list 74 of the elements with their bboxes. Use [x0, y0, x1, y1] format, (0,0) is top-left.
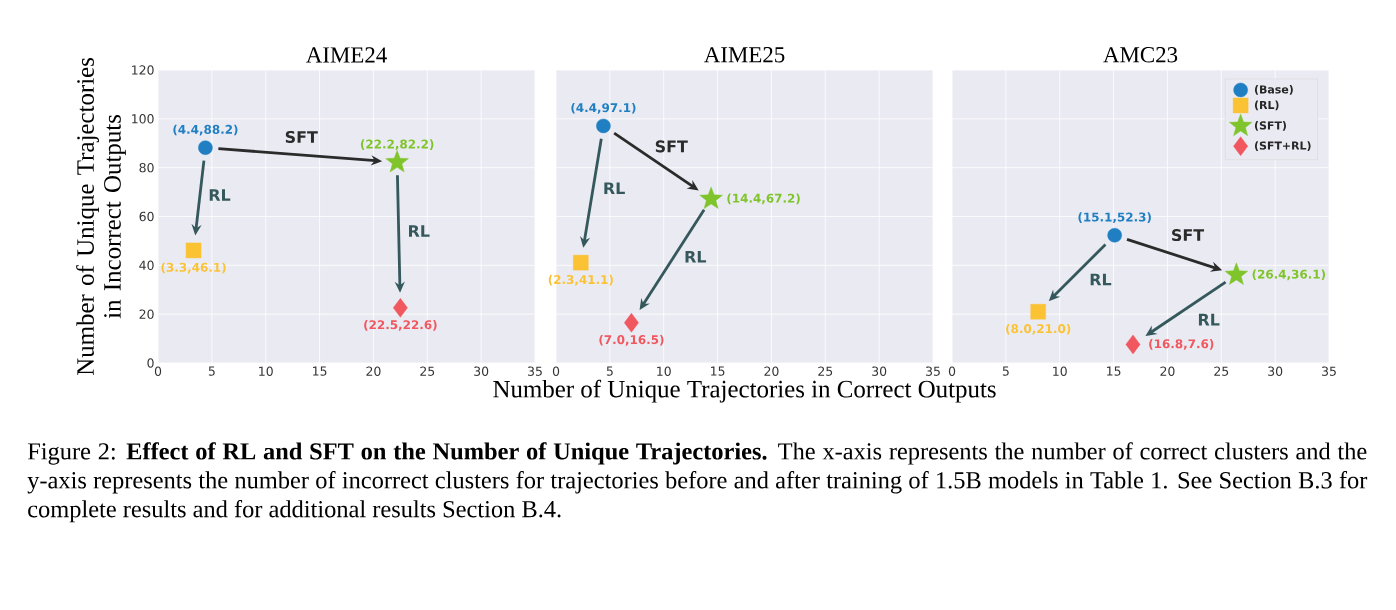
data-label: (22.5,22.6): [364, 320, 437, 331]
data-label: (4.4,88.2): [173, 124, 238, 136]
annotation: SFT: [285, 130, 318, 143]
y-axis-title: Number of Unique Trajectories in Incorrect Outputs: [76, 58, 126, 376]
x-tick-label: 10: [1053, 366, 1067, 376]
legend-label: (Base): [1254, 85, 1293, 95]
annotation: SFT: [655, 140, 688, 153]
x-tick-label: 30: [474, 366, 489, 376]
point: [1030, 304, 1046, 320]
annotation: RL: [685, 250, 707, 263]
x-tick-label: 25: [1214, 366, 1229, 376]
x-tick-label: 0: [154, 366, 162, 376]
annotation: RL: [1198, 313, 1220, 326]
x-tick-label: 35: [926, 366, 940, 376]
y-tick-label: 0: [147, 358, 154, 368]
x-tick-label: 10: [657, 366, 671, 376]
x-tick-label: 30: [1268, 366, 1283, 376]
x-tick-label: 20: [1160, 366, 1175, 376]
point: [393, 298, 408, 318]
chart-title: AIME25: [704, 47, 785, 63]
legend-label: (RL): [1254, 100, 1279, 111]
legend-label: (SFT+RL): [1254, 141, 1311, 152]
point: [1107, 228, 1122, 243]
x-axis-title: Number of Unique Trajectories in Correct Outputs: [493, 379, 996, 403]
x-tick-label: 35: [528, 366, 542, 376]
x-tick-label: 15: [313, 366, 327, 376]
point: [699, 186, 723, 209]
data-label: (22.2,82.2): [360, 139, 434, 151]
y-tick-label: 100: [132, 114, 154, 124]
data-label: (26.4,36.1): [1252, 269, 1326, 281]
point: [596, 118, 611, 134]
x-tick-label: 0: [948, 366, 956, 376]
x-tick-label: 15: [711, 366, 725, 376]
data-label: (3.3,46.1): [161, 262, 226, 274]
legend-label: (SFT): [1254, 121, 1286, 131]
x-tick-label: 35: [1322, 366, 1336, 376]
point: [1224, 262, 1248, 285]
point: [573, 254, 589, 271]
x-tick-label: 20: [764, 366, 779, 376]
y-tick-label: 40: [139, 260, 154, 271]
annotation: RL: [604, 182, 625, 195]
point: [385, 150, 409, 173]
point: [1125, 334, 1141, 355]
x-tick-label: 25: [818, 366, 833, 376]
x-tick-label: 5: [208, 366, 215, 376]
annotation: RL: [1090, 273, 1112, 286]
data-label: (14.4,67.2): [727, 193, 800, 205]
annotation: RL: [209, 189, 231, 201]
data-label: (15.1,52.3): [1078, 212, 1151, 224]
x-tick-label: 20: [366, 366, 381, 376]
data-label: (8.0,21.0): [1006, 323, 1071, 335]
chart-title: AIME24: [306, 47, 387, 63]
x-tick-label: 5: [606, 366, 613, 376]
chart-title: AMC23: [1103, 47, 1178, 63]
x-tick-label: 0: [552, 366, 560, 376]
y-tick-label: 120: [132, 65, 154, 75]
x-tick-label: 30: [872, 366, 887, 376]
y-tick-label: 60: [139, 211, 154, 222]
caption: Figure 2: Effect of RL and SFT on the Number of Unique Trajectories. The x-axis represents the number of correct clusters and the y-axis represents the number of incorrect clusters for trajectories before and after training of 1.5B models in Table 1. See Section B.3 for complete results and for additional results Section B.4.: [27, 442, 1368, 523]
x-tick-label: 15: [1107, 366, 1121, 376]
annotation: RL: [409, 225, 430, 237]
annotation: SFT: [1172, 229, 1205, 242]
data-label: (16.8,7.6): [1149, 339, 1214, 350]
x-tick-label: 10: [259, 366, 273, 376]
x-tick-label: 5: [1002, 366, 1009, 376]
y-tick-label: 80: [139, 162, 154, 173]
data-label: (7.0,16.5): [599, 334, 664, 346]
point: [198, 140, 213, 155]
data-label: (2.3,41.1): [548, 274, 613, 286]
data-label: (4.4,97.1): [571, 102, 636, 114]
point: [624, 313, 639, 333]
x-tick-label: 25: [420, 366, 435, 376]
y-tick-label: 20: [139, 309, 154, 319]
point: [185, 242, 202, 259]
